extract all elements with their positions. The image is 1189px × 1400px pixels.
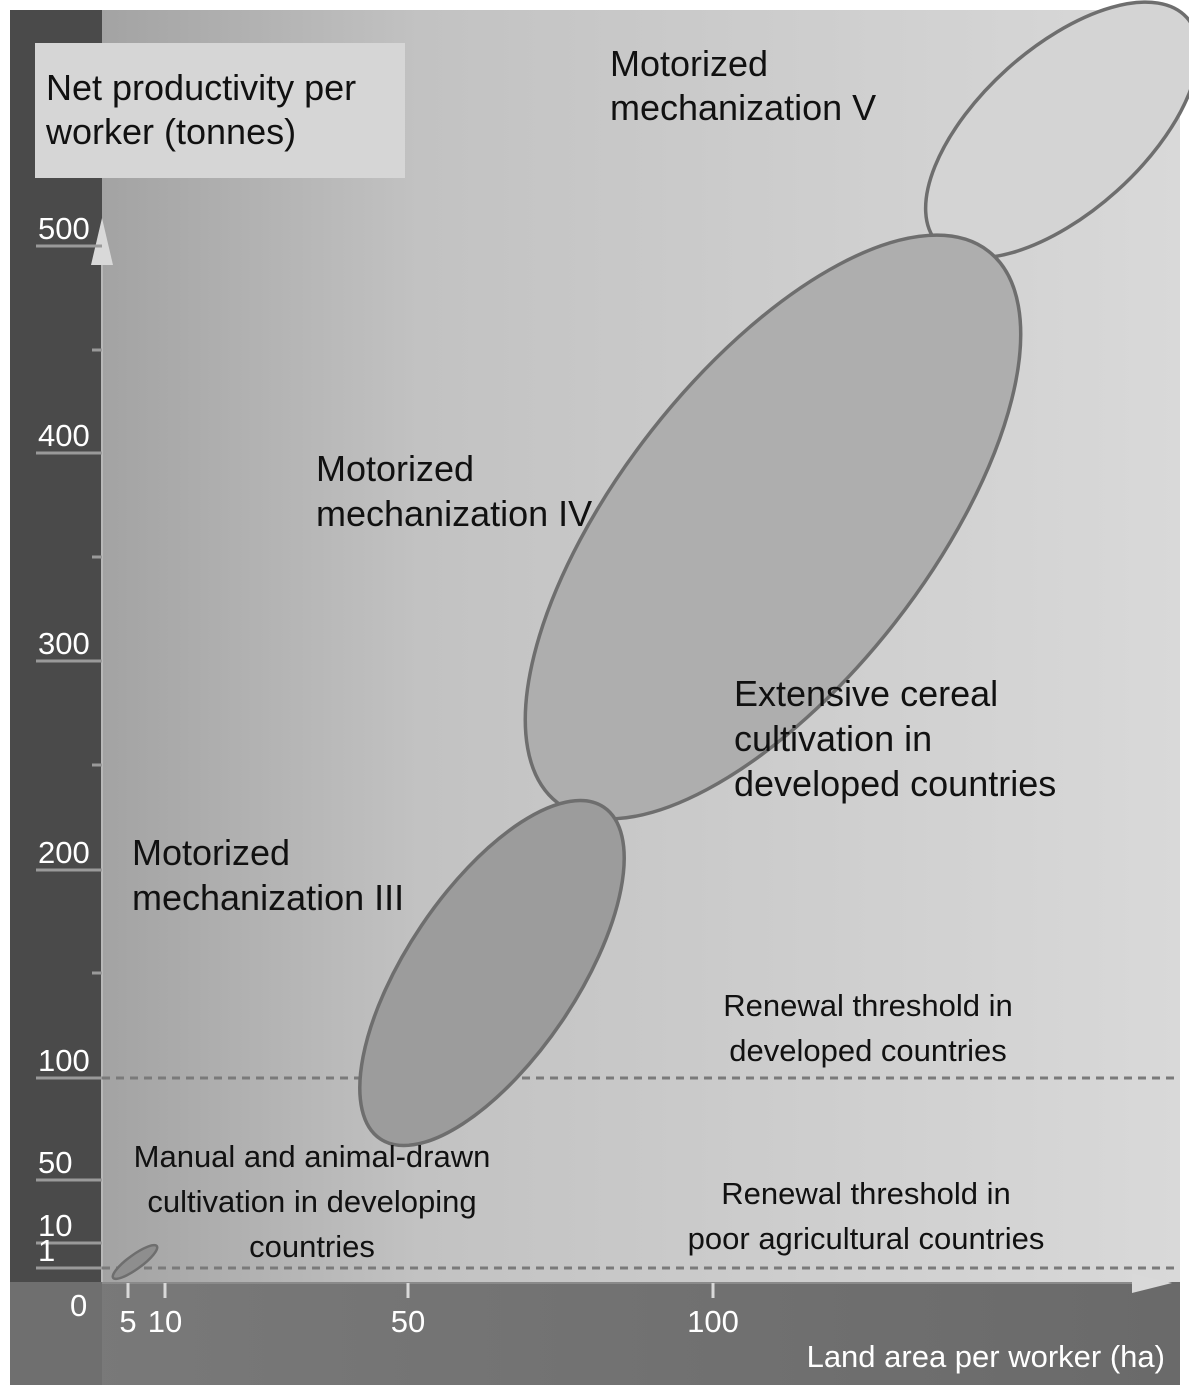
ellipse-mech3 bbox=[358, 798, 626, 1148]
label-mech3-line1: Motorized bbox=[132, 832, 290, 873]
x-tick-label: 5 bbox=[119, 1304, 136, 1339]
x-axis-arrow bbox=[1132, 1273, 1172, 1293]
x-axis-band bbox=[10, 1282, 1180, 1385]
label-mech5-line2: mechanization V bbox=[610, 87, 876, 128]
label-extensive-line3: developed countries bbox=[734, 763, 1056, 804]
x-tick-label: 100 bbox=[687, 1304, 739, 1339]
y-tick-label: 0 bbox=[70, 1288, 87, 1323]
y-axis-band bbox=[10, 10, 102, 1385]
label-renew-dev-line2: developed countries bbox=[729, 1033, 1006, 1068]
label-manual-line1: Manual and animal-drawn bbox=[134, 1139, 491, 1174]
label-mech4-line1: Motorized bbox=[316, 448, 474, 489]
x-tick-label: 50 bbox=[391, 1304, 425, 1339]
xlabel: Land area per worker (ha) bbox=[807, 1339, 1165, 1374]
label-renew-poor-line2: poor agricultural countries bbox=[688, 1221, 1045, 1256]
y-tick-label: 400 bbox=[38, 418, 90, 453]
y-tick-label: 50 bbox=[38, 1145, 72, 1180]
x-axis-corner bbox=[10, 1282, 102, 1385]
y-tick-label: 1 bbox=[38, 1233, 55, 1268]
y-tick-label: 300 bbox=[38, 626, 90, 661]
y-tick-label: 100 bbox=[38, 1043, 90, 1078]
ellipse-manual bbox=[111, 1243, 159, 1281]
label-renew-dev-line1: Renewal threshold in bbox=[723, 988, 1013, 1023]
label-renew-poor-line1: Renewal threshold in bbox=[721, 1176, 1011, 1211]
ylabel-line2: worker (tonnes) bbox=[45, 111, 296, 152]
y-axis-arrow bbox=[91, 218, 113, 265]
label-extensive-line1: Extensive cereal bbox=[734, 673, 998, 714]
label-mech3-line2: mechanization III bbox=[132, 877, 404, 918]
label-manual-line2: cultivation in developing bbox=[147, 1184, 476, 1219]
label-mech4-line2: mechanization IV bbox=[316, 493, 592, 534]
label-extensive-line2: cultivation in bbox=[734, 718, 932, 759]
label-manual-line3: countries bbox=[249, 1229, 375, 1264]
ylabel-box bbox=[35, 43, 405, 178]
y-tick-label: 10 bbox=[38, 1208, 72, 1243]
ylabel-line1: Net productivity per bbox=[46, 67, 356, 108]
y-tick-label: 500 bbox=[38, 211, 90, 246]
label-mech5-line1: Motorized bbox=[610, 43, 768, 84]
y-tick-label: 200 bbox=[38, 835, 90, 870]
x-tick-label: 10 bbox=[148, 1304, 182, 1339]
x-ticks: 5 10 50 100 bbox=[119, 1283, 739, 1339]
